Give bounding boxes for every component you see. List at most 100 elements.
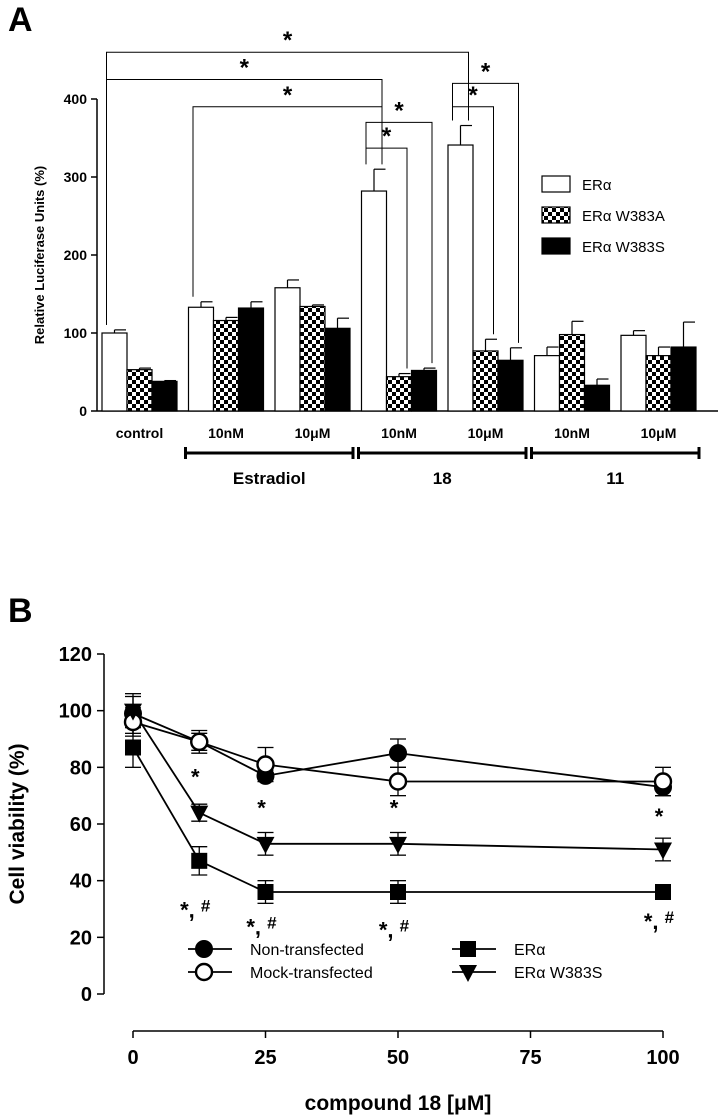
significance-annotation: * bbox=[257, 796, 266, 821]
bar-era-w383a bbox=[385, 376, 413, 412]
panel-b-y-axis-label: Cell viability (%) bbox=[6, 743, 29, 904]
significance-bracket bbox=[106, 79, 383, 325]
point-era-w383s bbox=[654, 842, 672, 860]
bar-era-w383a bbox=[212, 319, 240, 412]
bar-era bbox=[620, 334, 647, 412]
significance-annotation: * bbox=[191, 764, 200, 789]
bar-era-w383a bbox=[558, 333, 586, 412]
bar-era bbox=[101, 332, 128, 412]
category-label: 10μM bbox=[641, 425, 677, 441]
legend-label-era-w383a: ERα W383A bbox=[582, 208, 665, 225]
bar-era-w383s bbox=[583, 384, 611, 412]
point-non-transfected bbox=[389, 744, 407, 763]
point-mock-transfected bbox=[653, 772, 673, 791]
point-era bbox=[191, 852, 208, 869]
panel-a-y-tick-label: 100 bbox=[64, 325, 88, 341]
panel-b-chart: 0 20 40 60 80 100 120 0 25 50 75 100 Cell viabilit… bbox=[6, 644, 680, 1115]
panel-b-y-tick-label: 40 bbox=[70, 871, 92, 893]
significance-bracket bbox=[452, 82, 519, 343]
panel-a-y-tick-label: 0 bbox=[79, 403, 87, 419]
bar-era-w383s bbox=[410, 369, 438, 412]
legend-swatch-era-w383a bbox=[541, 206, 571, 224]
panel-b-legend: Non-transfected Mock-transfected ERα ERα W3… bbox=[188, 940, 602, 982]
panel-b-x-axis-label: compound 18 [μM] bbox=[305, 1092, 492, 1115]
significance-star: * bbox=[394, 97, 404, 124]
bar-era-w383s bbox=[151, 380, 178, 412]
significance-star: * bbox=[283, 82, 293, 109]
point-era bbox=[655, 884, 671, 900]
point-mock-transfected bbox=[388, 772, 408, 791]
point-mock-transfected bbox=[256, 755, 275, 774]
significance-bracket bbox=[452, 106, 494, 335]
category-label: 10nM bbox=[554, 425, 590, 441]
bar-era-w383s bbox=[324, 327, 351, 412]
bar-era bbox=[274, 287, 301, 412]
group-label-11: 11 bbox=[606, 469, 624, 488]
panel-b-x-tick-label: 50 bbox=[387, 1047, 409, 1069]
significance-star: * bbox=[240, 55, 250, 82]
bar-era-w383a bbox=[645, 355, 672, 412]
significance-bracket bbox=[365, 147, 408, 369]
panel-a-y-tick-label: 200 bbox=[64, 247, 88, 263]
panel-b-x-tick-label: 75 bbox=[519, 1047, 541, 1069]
panel-a-y-tick-label: 400 bbox=[64, 91, 88, 107]
significance-star: * bbox=[283, 27, 293, 54]
legend-label-mock-transfected: Mock-transfected bbox=[250, 965, 373, 982]
bar-era bbox=[360, 190, 388, 412]
legend-label-era: ERα bbox=[514, 942, 545, 959]
bar-era-w383s bbox=[670, 346, 697, 412]
panel-a-y-axis-label: Relative Luciferase Units (%) bbox=[32, 166, 47, 344]
bar-era-w383a bbox=[472, 350, 499, 412]
bar-era-w383a bbox=[299, 305, 326, 412]
panel-b-x-tick-label: 0 bbox=[127, 1047, 138, 1069]
group-label-estradiol: Estradiol bbox=[233, 469, 306, 488]
panel-b-y-tick-label: 120 bbox=[59, 644, 92, 666]
panel-b-y-tick-label: 0 bbox=[81, 984, 92, 1006]
significance-bracket bbox=[192, 106, 383, 297]
legend-marker-era-w383s bbox=[459, 965, 477, 982]
significance-annotation: * bbox=[390, 796, 399, 821]
bar-era bbox=[447, 144, 474, 412]
legend-marker-non-transfected bbox=[195, 940, 213, 958]
significance-annotation: *, # bbox=[246, 914, 277, 940]
category-label: control bbox=[116, 425, 163, 441]
panel-b-x-tick-label: 100 bbox=[646, 1047, 679, 1069]
point-era-w383s bbox=[190, 805, 209, 823]
panel-b-y-tick-label: 80 bbox=[70, 757, 92, 779]
legend-label-era-w383s: ERα W383S bbox=[582, 239, 665, 256]
category-label: 10nM bbox=[381, 425, 417, 441]
panel-a-legend: ERα ERα W383A ERα W383S bbox=[541, 175, 665, 256]
legend-marker-era bbox=[460, 941, 476, 957]
panel-b-y-tick-label: 60 bbox=[70, 814, 92, 836]
panel-b-label: B bbox=[8, 592, 33, 630]
point-era-w383s bbox=[389, 836, 407, 854]
category-label: 10μM bbox=[468, 425, 504, 441]
bar-era bbox=[187, 306, 215, 412]
bar-era-w383s bbox=[497, 359, 524, 412]
significance-bracket bbox=[365, 121, 433, 364]
legend-label-era: ERα bbox=[582, 177, 612, 194]
panel-a-chart: 0 100 200 300 400 Relative Luciferase Units … bbox=[32, 27, 718, 488]
point-era-w383s bbox=[124, 703, 142, 721]
panel-a-label: A bbox=[8, 1, 33, 39]
significance-annotation: *, # bbox=[379, 916, 410, 942]
significance-star: * bbox=[468, 82, 478, 109]
legend-marker-mock-transfected bbox=[194, 962, 214, 982]
significance-annotation: *, # bbox=[180, 897, 211, 923]
point-era-w383s bbox=[256, 836, 275, 854]
significance-annotation: * bbox=[655, 804, 664, 829]
panel-b-y-tick-label: 100 bbox=[59, 701, 92, 723]
bar-era bbox=[533, 355, 561, 412]
panel-b-x-tick-label: 25 bbox=[254, 1047, 276, 1069]
category-label: 10μM bbox=[295, 425, 331, 441]
significance-star: * bbox=[481, 58, 491, 85]
point-mock-transfected bbox=[190, 732, 209, 752]
bar-era-w383a bbox=[126, 369, 153, 412]
panel-b-y-tick-label: 20 bbox=[70, 927, 92, 949]
point-era bbox=[257, 884, 274, 900]
legend-swatch-era bbox=[541, 175, 571, 193]
bar-era-w383s bbox=[237, 307, 265, 412]
significance-star: * bbox=[382, 123, 392, 150]
legend-label-era-w383s: ERα W383S bbox=[514, 965, 602, 982]
